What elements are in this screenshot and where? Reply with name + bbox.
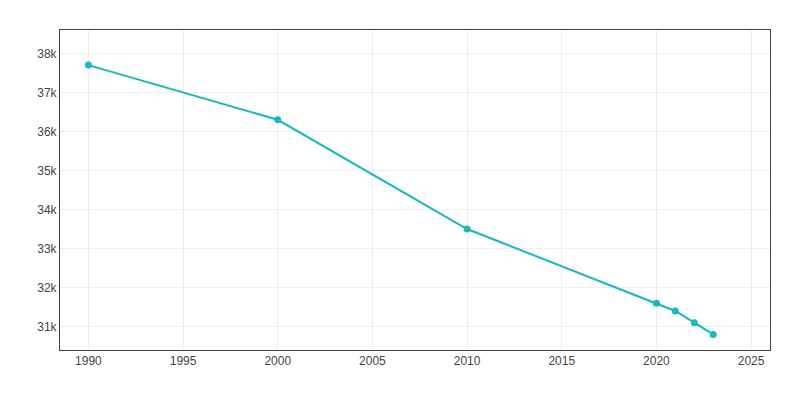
svg-text:33k: 33k	[37, 242, 57, 256]
svg-text:34k: 34k	[37, 203, 57, 217]
svg-text:2010: 2010	[454, 354, 481, 368]
svg-text:1990: 1990	[75, 354, 102, 368]
svg-text:2020: 2020	[643, 354, 670, 368]
svg-text:38k: 38k	[37, 47, 57, 61]
svg-text:2015: 2015	[548, 354, 575, 368]
svg-text:2025: 2025	[738, 354, 765, 368]
svg-text:37k: 37k	[37, 86, 57, 100]
svg-text:1995: 1995	[170, 354, 197, 368]
svg-text:2000: 2000	[264, 354, 291, 368]
svg-text:36k: 36k	[37, 125, 57, 139]
svg-text:32k: 32k	[37, 281, 57, 295]
svg-text:31k: 31k	[37, 320, 57, 334]
svg-text:2005: 2005	[359, 354, 386, 368]
svg-text:35k: 35k	[37, 164, 57, 178]
